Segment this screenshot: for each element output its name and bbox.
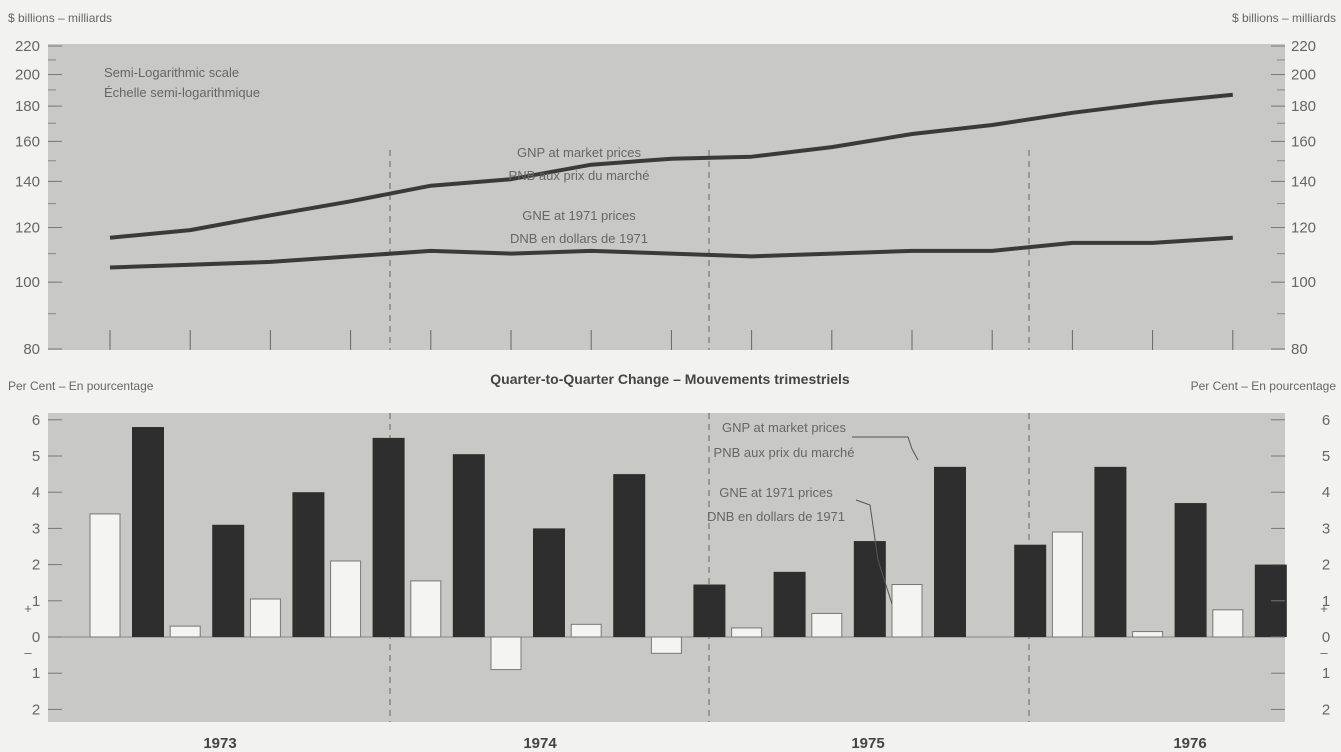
gne-bar — [410, 580, 442, 638]
top-gridlines — [389, 150, 1030, 350]
bottom-left-y-tick-label: 5 — [32, 448, 40, 465]
gnp-bar — [212, 524, 245, 637]
bottom-right-y-tick-label: 6 — [1322, 412, 1330, 429]
bottom-right-y-tick-label: 1 — [1322, 593, 1330, 610]
bottom-right-y-tick-label: 2 — [1322, 557, 1330, 574]
gnp-bar — [1094, 466, 1127, 637]
gne-bar — [330, 560, 362, 638]
gnp-bar-leader-line — [852, 436, 919, 461]
bottom-left-y-tick-label: 1 — [32, 593, 40, 610]
top-right-y-tick-label: 120 — [1291, 220, 1316, 237]
gne-bar — [249, 598, 281, 638]
bottom-left-y-tick-label: 1 — [32, 665, 40, 682]
gne-bar — [731, 627, 763, 638]
top-left-y-tick-label: 140 — [15, 173, 40, 190]
bottom-right-y-tick-label: 4 — [1322, 484, 1330, 501]
gne-bar — [490, 636, 522, 671]
gne-bar — [89, 513, 121, 638]
year-label: 1974 — [523, 735, 557, 752]
top-right-y-tick-label: 80 — [1291, 341, 1308, 358]
gnp-bar-label-english: GNP at market prices — [722, 420, 847, 435]
right-minus-sign: – — [1320, 645, 1328, 660]
bottom-left-y-tick-label: 6 — [32, 412, 40, 429]
gne-bar-label-english: GNE at 1971 prices — [719, 485, 833, 500]
gne-bar — [811, 612, 843, 638]
gnp-bar — [372, 437, 405, 637]
left-plus-sign: + — [24, 601, 32, 616]
gnp-bar — [1014, 544, 1047, 637]
axis-ticks — [48, 45, 1285, 710]
gne-bar — [1212, 609, 1244, 638]
gnp-bar — [934, 466, 966, 637]
top-left-y-tick-label: 100 — [15, 274, 40, 291]
gnp-bar-label-french: PNB aux prix du marché — [714, 445, 855, 460]
year-label: 1973 — [203, 735, 236, 752]
gnp-bar — [1174, 503, 1207, 637]
top-right-y-tick-label: 220 — [1291, 38, 1316, 55]
top-right-y-tick-label: 100 — [1291, 274, 1316, 291]
top-right-y-tick-label: 180 — [1291, 98, 1316, 115]
year-label: 1975 — [851, 735, 884, 752]
top-left-y-tick-label: 200 — [15, 67, 40, 84]
gnp-bar — [853, 541, 886, 637]
top-right-y-tick-label: 140 — [1291, 173, 1316, 190]
gnp-bar — [132, 427, 164, 637]
bottom-left-y-tick-label: 2 — [32, 557, 40, 574]
bar-series — [89, 427, 1287, 671]
bottom-right-y-tick-label: 3 — [1322, 520, 1330, 537]
gnp-bar — [292, 492, 325, 637]
gnp-bar — [452, 454, 485, 637]
top-right-y-tick-label: 160 — [1291, 133, 1316, 150]
bottom-right-y-tick-label: 0 — [1322, 629, 1330, 646]
bottom-right-y-tick-label: 2 — [1322, 701, 1330, 718]
gne-bar — [650, 636, 682, 654]
gne-bar — [570, 623, 602, 638]
gnp-line-label-french: PNB aux prix du marché — [509, 168, 650, 183]
top-left-y-tick-label: 160 — [15, 133, 40, 150]
gne-bar — [169, 625, 201, 638]
gne-line-label-french: DNB en dollars de 1971 — [510, 231, 648, 246]
top-left-unit-label: $ billions – milliards — [8, 11, 112, 25]
bottom-left-unit-label: Per Cent – En pourcentage — [8, 379, 154, 393]
bottom-left-y-tick-label: 4 — [32, 484, 40, 501]
bottom-left-y-tick-label: 3 — [32, 520, 40, 537]
gnp-bar — [773, 571, 806, 637]
year-label: 1976 — [1173, 735, 1206, 752]
top-right-y-tick-label: 200 — [1291, 67, 1316, 84]
top-left-y-tick-label: 120 — [15, 220, 40, 237]
bottom-right-unit-label: Per Cent – En pourcentage — [1191, 379, 1337, 393]
scale-note-english: Semi-Logarithmic scale — [104, 65, 239, 80]
bottom-chart-title: Quarter-to-Quarter Change – Mouvements t… — [490, 371, 850, 387]
bottom-left-y-tick-label: 2 — [32, 701, 40, 718]
gnp-line — [109, 92, 1234, 240]
gnp-bar — [613, 474, 646, 637]
bottom-right-y-tick-label: 5 — [1322, 448, 1330, 465]
bottom-left-y-tick-label: 0 — [32, 629, 40, 646]
top-left-y-tick-label: 80 — [23, 341, 40, 358]
left-minus-sign: – — [24, 645, 32, 660]
gne-bar — [891, 584, 923, 638]
gne-bar — [1051, 531, 1083, 638]
gnp-bar — [533, 528, 565, 637]
gne-line — [109, 235, 1233, 270]
scale-note-french: Échelle semi-logarithmique — [104, 85, 260, 100]
gnp-line-label-english: GNP at market prices — [517, 145, 642, 160]
gne-line-label-english: GNE at 1971 prices — [522, 208, 636, 223]
gne-bar-leader-line — [855, 499, 893, 605]
top-plot-panel — [48, 44, 1285, 350]
top-left-y-tick-label: 220 — [15, 38, 40, 55]
gne-bar-label-french: DNB en dollars de 1971 — [707, 509, 845, 524]
top-right-unit-label: $ billions – milliards — [1232, 11, 1336, 25]
top-left-y-tick-label: 180 — [15, 98, 40, 115]
gne-bar — [1132, 631, 1164, 638]
gnp-bar — [693, 584, 726, 637]
right-plus-sign: + — [1320, 601, 1328, 616]
line-series — [109, 92, 1234, 270]
bottom-right-y-tick-label: 1 — [1322, 665, 1330, 682]
